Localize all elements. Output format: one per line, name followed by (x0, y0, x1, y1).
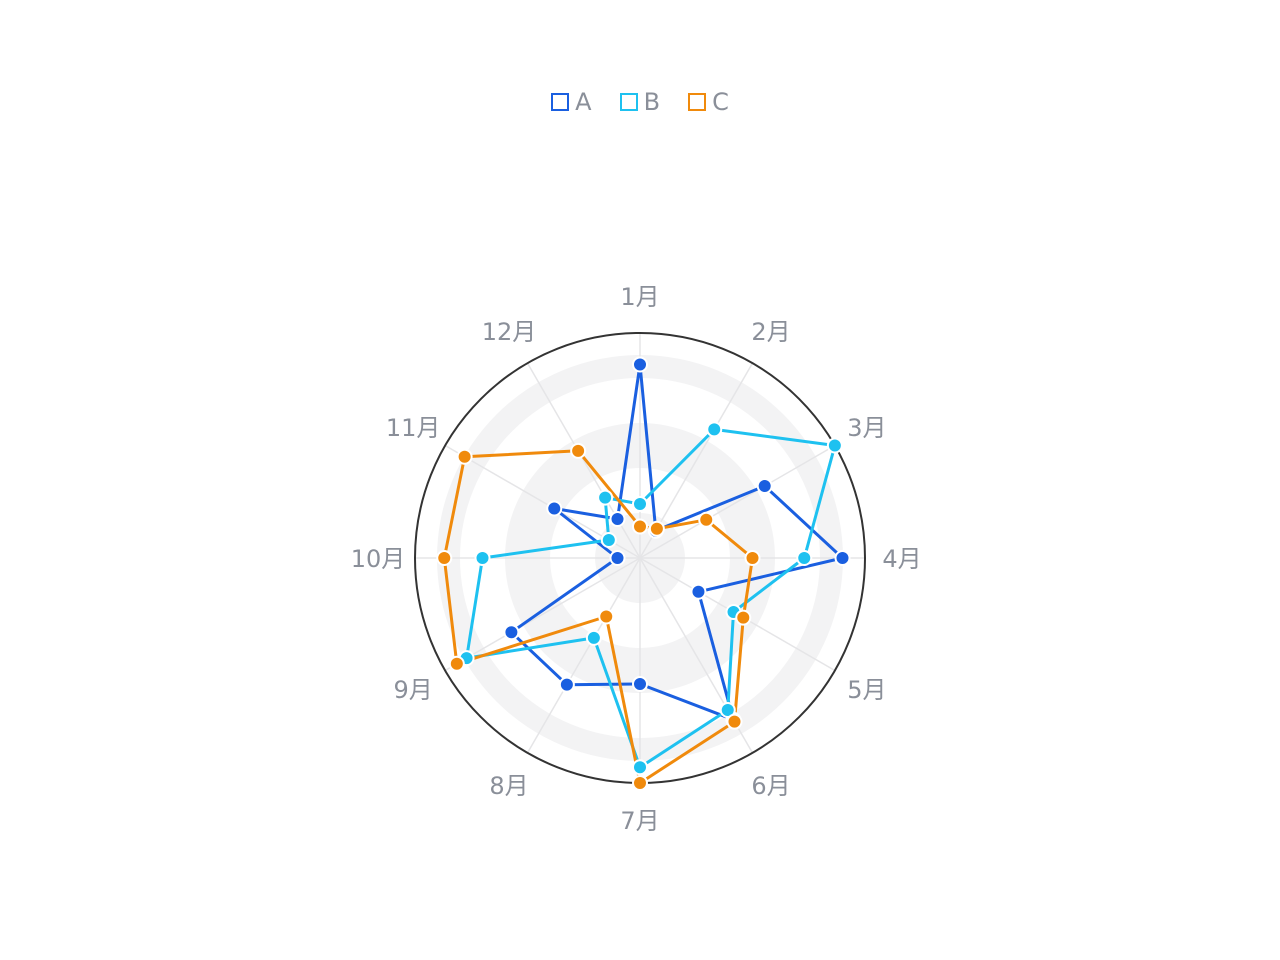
axis-label-10: 10月 (351, 545, 406, 573)
series-point-c (648, 520, 665, 537)
series-point-a (834, 550, 851, 566)
series-point-b (632, 496, 648, 512)
axis-label-5: 5月 (847, 676, 886, 704)
legend-swatch-c (688, 93, 707, 111)
series-point-b (796, 550, 813, 566)
axis-label-9: 9月 (393, 676, 432, 704)
legend-label-c: C (712, 88, 729, 116)
legend-label-a: A (575, 88, 592, 116)
series-point-c (436, 550, 453, 566)
axis-label-1: 1月 (620, 283, 659, 311)
series-point-b (826, 437, 843, 454)
series-point-a (503, 624, 520, 641)
series-point-c (598, 608, 615, 625)
legend-item-b[interactable]: B (619, 88, 661, 116)
series-point-b (600, 532, 617, 548)
series-point-b (632, 759, 648, 776)
series-point-a (632, 676, 648, 692)
series-point-a (558, 676, 575, 693)
axis-label-11: 11月 (386, 414, 441, 442)
legend-swatch-b (619, 93, 638, 111)
spoke-line (639, 444, 836, 559)
series-point-c (632, 518, 648, 535)
series-point-b (719, 701, 736, 718)
legend: A B C (0, 88, 1280, 116)
axis-label-12: 12月 (482, 318, 537, 346)
spoke-line (526, 557, 641, 754)
series-point-c (570, 442, 587, 459)
series-point-c (726, 713, 743, 730)
series-point-b (474, 550, 491, 566)
series-point-c (456, 448, 473, 465)
axis-label-3: 3月 (847, 414, 886, 442)
legend-item-c[interactable]: C (688, 88, 729, 116)
series-point-c (698, 511, 715, 528)
series-point-a (756, 478, 773, 494)
series-point-a (690, 583, 707, 600)
series-point-a (609, 550, 626, 566)
series-point-b (706, 421, 723, 438)
series-point-c (735, 609, 752, 626)
axis-label-4: 4月 (882, 545, 921, 573)
series-point-a (546, 500, 563, 517)
axis-label-2: 2月 (751, 318, 790, 346)
series-point-b (597, 489, 614, 506)
legend-label-b: B (643, 88, 661, 116)
axis-label-8: 8月 (489, 772, 528, 800)
series-point-c (632, 775, 648, 791)
axis-label-7: 7月 (620, 807, 659, 835)
axis-label-6: 6月 (751, 772, 790, 800)
series-point-c (448, 655, 465, 672)
series-point-a (632, 356, 648, 373)
spoke-line (444, 557, 641, 672)
legend-item-a[interactable]: A (551, 88, 592, 116)
series-point-a (609, 511, 626, 528)
series-point-b (585, 629, 602, 646)
series-point-c (744, 550, 761, 566)
legend-swatch-a (551, 93, 570, 111)
